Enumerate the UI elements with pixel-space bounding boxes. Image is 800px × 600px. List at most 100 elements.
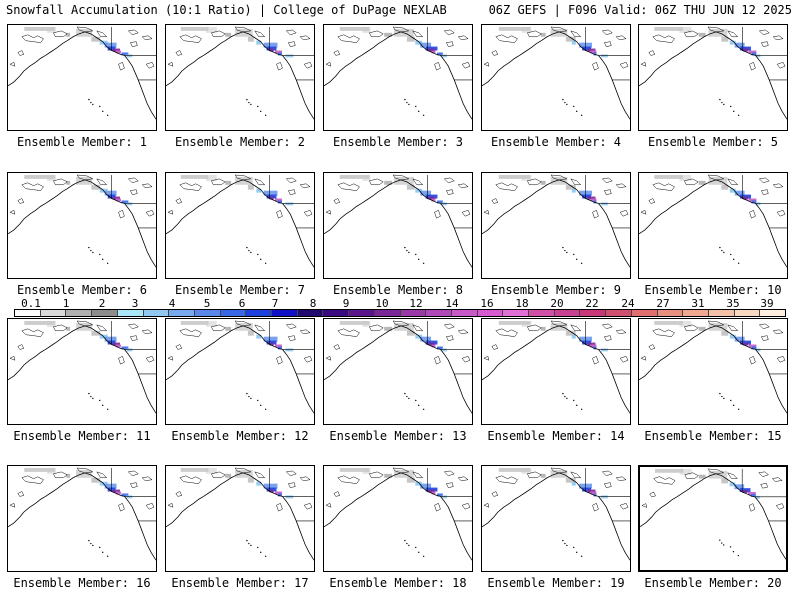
ensemble-member-label: Ensemble Member: 5 — [647, 135, 779, 149]
land-outline — [333, 491, 341, 497]
snowfall-shading — [285, 495, 294, 499]
ensemble-member-map-19[interactable] — [481, 465, 631, 572]
land-outline — [254, 30, 266, 38]
ensemble-member-map-9[interactable] — [481, 172, 631, 279]
ensemble-member-map-20[interactable] — [638, 465, 788, 572]
land-outline — [527, 324, 542, 332]
land-outline — [299, 329, 311, 334]
snowfall-shading — [235, 469, 253, 478]
ensemble-member-map-17[interactable] — [165, 465, 315, 572]
snowfall-map — [639, 26, 787, 120]
land-outline — [285, 29, 297, 36]
land-outline — [445, 41, 454, 47]
colorbar-swatch — [734, 310, 761, 316]
snowfall-shading — [600, 495, 608, 499]
ensemble-member-map-16[interactable] — [7, 465, 157, 572]
land-outline — [749, 209, 756, 219]
snowfall-shading — [654, 174, 683, 179]
snowfall-shading — [743, 342, 749, 346]
ensemble-member-label: Ensemble Member: 14 — [487, 429, 625, 443]
ensemble-member-map-10[interactable] — [638, 172, 788, 279]
colorbar-tick-label: 4 — [168, 297, 176, 310]
island — [723, 251, 725, 254]
ensemble-member-map-11[interactable] — [7, 318, 157, 425]
ensemble-member-map-1[interactable] — [7, 24, 157, 131]
land-outline — [333, 50, 341, 56]
colorbar-swatch — [15, 310, 41, 316]
ensemble-member-map-14[interactable] — [481, 318, 631, 425]
snowfall-shading — [565, 184, 576, 190]
snowfall-shading — [593, 493, 597, 497]
snowfall-shading — [654, 320, 683, 325]
colorbar-swatch — [323, 310, 350, 316]
snowfall-shading — [748, 50, 757, 54]
ensemble-member-map-15[interactable] — [638, 318, 788, 425]
land-outline — [495, 475, 518, 484]
land-outline — [491, 491, 499, 497]
land-outline — [96, 471, 108, 479]
snowfall-shading — [734, 336, 745, 342]
colorbar-swatch — [451, 310, 478, 316]
island — [106, 555, 109, 557]
ensemble-member-map-8[interactable] — [323, 172, 473, 279]
land-outline — [234, 320, 252, 327]
coastline — [440, 55, 472, 120]
snowfall-shading — [431, 198, 436, 202]
land-outline — [96, 178, 108, 186]
snowfall-shading — [406, 184, 415, 190]
snowfall-shading — [582, 487, 592, 492]
island — [721, 395, 723, 398]
island — [106, 114, 109, 116]
snowfall-shading — [104, 336, 117, 342]
island — [404, 392, 406, 395]
land-outline — [592, 61, 599, 71]
ensemble-member-label: Ensemble Member: 19 — [487, 576, 625, 590]
land-outline — [145, 209, 155, 217]
snowfall-shading — [550, 28, 568, 37]
land-outline — [760, 41, 769, 47]
island — [102, 404, 104, 407]
ensemble-member-map-7[interactable] — [165, 172, 315, 279]
land-outline — [652, 182, 675, 191]
ensemble-member-map-5[interactable] — [638, 24, 788, 131]
land-outline — [234, 174, 252, 181]
ensemble-member-map-18[interactable] — [323, 465, 473, 572]
colorbar-tick-label: 18 — [515, 297, 529, 310]
ensemble-member-map-13[interactable] — [323, 318, 473, 425]
coastline — [639, 179, 756, 235]
land-outline — [53, 324, 68, 332]
land-outline — [254, 324, 266, 332]
snowfall-shading — [24, 26, 55, 31]
coastline — [440, 349, 472, 414]
island — [264, 555, 267, 557]
ensemble-member-map-2[interactable] — [165, 24, 315, 131]
colorbar-swatch — [631, 310, 658, 316]
island — [418, 551, 420, 554]
coastline — [124, 496, 156, 561]
coastline — [755, 349, 787, 414]
snowfall-shading — [285, 348, 294, 352]
snowfall-shading — [266, 46, 277, 51]
snowfall-shading — [742, 490, 748, 493]
snowfall-shading — [550, 176, 568, 185]
island — [733, 404, 735, 407]
ensemble-member-map-12[interactable] — [165, 318, 315, 425]
land-outline — [615, 329, 627, 334]
ensemble-member-map-4[interactable] — [481, 24, 631, 131]
land-outline — [603, 189, 612, 195]
land-outline — [141, 183, 153, 188]
snowfall-shading — [263, 336, 278, 342]
land-outline — [337, 34, 360, 43]
ensemble-member-map-6[interactable] — [7, 172, 157, 279]
snowfall-shading — [420, 483, 432, 489]
snowfall-shading — [600, 202, 608, 206]
island — [415, 546, 417, 549]
land-outline — [527, 471, 542, 479]
island — [415, 399, 417, 402]
island — [99, 253, 101, 256]
snowfall-shading — [729, 334, 736, 339]
colorbar-swatch — [400, 310, 427, 316]
coastline — [482, 472, 599, 528]
land-outline — [392, 320, 410, 327]
ensemble-member-map-3[interactable] — [323, 24, 473, 131]
